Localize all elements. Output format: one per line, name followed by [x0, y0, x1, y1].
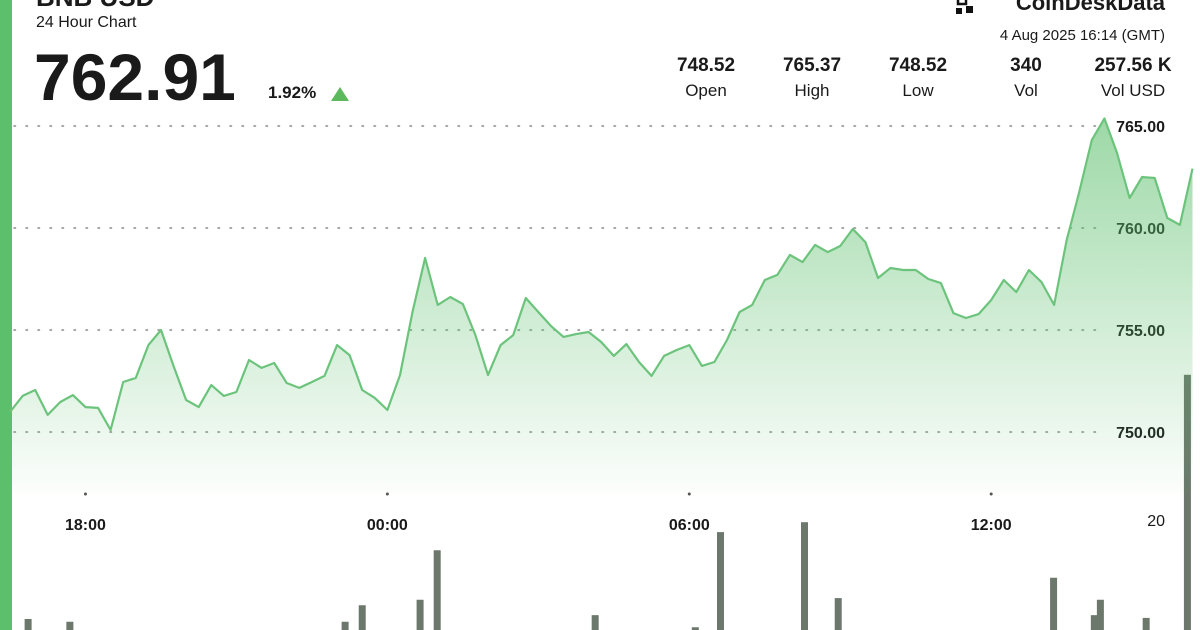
up-triangle [331, 87, 349, 101]
volume-tick-label: 20 [1147, 513, 1165, 530]
volume-bar [801, 522, 809, 630]
volume-bar [591, 615, 599, 630]
x-tick-mark [385, 492, 389, 496]
plot: 750.00755.00760.00765.0018:0000:0006:001… [9, 117, 1194, 630]
stat-value: 257.56 K [1094, 55, 1171, 76]
x-tick-label: 12:00 [971, 517, 1012, 534]
x-tick-label: 18:00 [65, 517, 106, 534]
volume-bar [358, 605, 366, 630]
price: 762.91 [34, 40, 236, 114]
stat-label: High [795, 81, 830, 100]
volume-bar [416, 599, 424, 630]
volume-bar [1050, 577, 1058, 630]
volume-bar [1142, 617, 1150, 630]
stat-label: Open [685, 81, 727, 100]
x-tick-label: 06:00 [669, 517, 710, 534]
price-line [9, 117, 1194, 432]
stat-value: 340 [1010, 55, 1042, 76]
x-tick-mark [687, 492, 691, 496]
subtitle: 24 Hour Chart [36, 14, 137, 31]
stat-value: 765.37 [783, 55, 841, 76]
stat-label: Vol [1014, 81, 1038, 100]
chart-title: BNB USD [36, 0, 154, 12]
volume-bar [433, 550, 441, 630]
stat-label: Low [902, 81, 934, 100]
volume-bar [691, 627, 699, 630]
volume-bar [24, 619, 32, 630]
volume-bar [1183, 374, 1191, 630]
volume-bar [1096, 599, 1104, 630]
volume-bar [716, 532, 724, 630]
logo [956, 0, 973, 14]
x-tick-label: 00:00 [367, 517, 408, 534]
volume-bar [1090, 615, 1098, 630]
stat-label: Vol USD [1101, 81, 1165, 100]
stat-value: 748.52 [677, 55, 735, 76]
volume-bar [66, 621, 74, 630]
x-tick-mark [989, 492, 993, 496]
price-area [10, 118, 1193, 494]
stats: 748.52 Open 765.37 High 748.52 Low 340 Vol 257.5… [677, 55, 1172, 100]
y-tick-label: 765.00 [1116, 119, 1165, 136]
x-tick-mark [83, 492, 87, 496]
accent-bar [0, 0, 12, 630]
brand: CoinDeskData [1016, 0, 1166, 15]
timestamp: 4 Aug 2025 16:14 (GMT) [1000, 27, 1165, 44]
stat-value: 748.52 [889, 55, 947, 76]
change: 1.92% [268, 83, 316, 102]
volume-bar [341, 621, 349, 630]
volume-bar [834, 598, 842, 630]
